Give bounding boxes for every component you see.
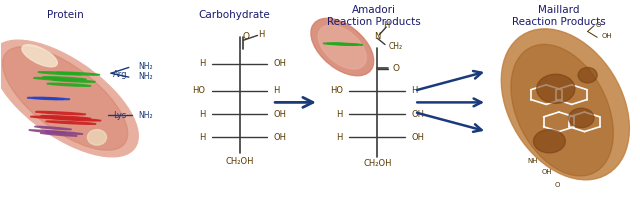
Ellipse shape [22, 45, 58, 67]
Text: Carbohydrate: Carbohydrate [198, 10, 270, 20]
Text: H: H [199, 110, 205, 119]
Ellipse shape [3, 47, 127, 150]
Text: NH₂: NH₂ [138, 72, 153, 81]
Ellipse shape [33, 78, 77, 81]
Ellipse shape [534, 130, 565, 153]
Ellipse shape [323, 43, 351, 45]
Ellipse shape [40, 133, 77, 136]
Text: H: H [258, 30, 264, 39]
Text: O: O [243, 32, 250, 41]
Ellipse shape [56, 72, 100, 75]
Text: O: O [595, 22, 600, 28]
Text: Lys: Lys [113, 111, 126, 120]
Text: H: H [273, 86, 280, 95]
Text: O: O [554, 182, 560, 188]
Text: CH₂OH: CH₂OH [363, 159, 392, 168]
Text: H: H [337, 133, 343, 142]
Text: N: N [374, 32, 381, 41]
Ellipse shape [45, 121, 96, 124]
Text: H: H [411, 86, 417, 95]
Ellipse shape [318, 25, 366, 69]
Text: NH₂: NH₂ [138, 62, 153, 71]
Ellipse shape [327, 43, 355, 45]
Ellipse shape [311, 18, 374, 76]
Text: OH: OH [541, 169, 552, 175]
Ellipse shape [537, 74, 575, 103]
Ellipse shape [51, 118, 101, 121]
Ellipse shape [88, 130, 106, 145]
Ellipse shape [0, 40, 138, 157]
Text: NH: NH [527, 158, 538, 164]
Ellipse shape [578, 67, 597, 83]
Ellipse shape [33, 98, 64, 99]
Ellipse shape [46, 131, 83, 134]
Text: HO: HO [192, 86, 205, 95]
Text: H: H [199, 59, 205, 68]
Text: OH: OH [273, 59, 287, 68]
Text: NH₂: NH₂ [138, 111, 153, 120]
Text: H: H [337, 110, 343, 119]
Ellipse shape [38, 72, 82, 75]
Text: O: O [393, 64, 399, 73]
Ellipse shape [51, 79, 95, 82]
Ellipse shape [38, 98, 70, 99]
Text: OH: OH [273, 110, 287, 119]
Ellipse shape [31, 116, 81, 120]
Ellipse shape [36, 112, 86, 115]
Ellipse shape [568, 108, 594, 128]
Text: Maillard
Reaction Products: Maillard Reaction Products [512, 5, 606, 27]
Text: OH: OH [411, 110, 424, 119]
Text: Protein: Protein [47, 10, 83, 20]
Text: OH: OH [602, 33, 612, 39]
Text: H: H [383, 21, 390, 30]
Ellipse shape [511, 44, 613, 176]
Ellipse shape [42, 77, 86, 80]
Ellipse shape [41, 116, 91, 119]
Text: OH: OH [411, 133, 424, 142]
Ellipse shape [47, 83, 91, 86]
Ellipse shape [331, 43, 359, 45]
Text: CH₂OH: CH₂OH [225, 157, 254, 166]
Ellipse shape [27, 98, 58, 99]
Ellipse shape [501, 29, 629, 180]
Text: Amadori
Reaction Products: Amadori Reaction Products [327, 5, 421, 27]
Text: HO: HO [330, 86, 343, 95]
Text: H: H [199, 133, 205, 142]
Text: Arg: Arg [113, 70, 127, 79]
Ellipse shape [335, 43, 363, 45]
Ellipse shape [29, 130, 66, 133]
Ellipse shape [35, 126, 72, 130]
Text: CH₂: CH₂ [389, 42, 403, 51]
Text: OH: OH [273, 133, 287, 142]
